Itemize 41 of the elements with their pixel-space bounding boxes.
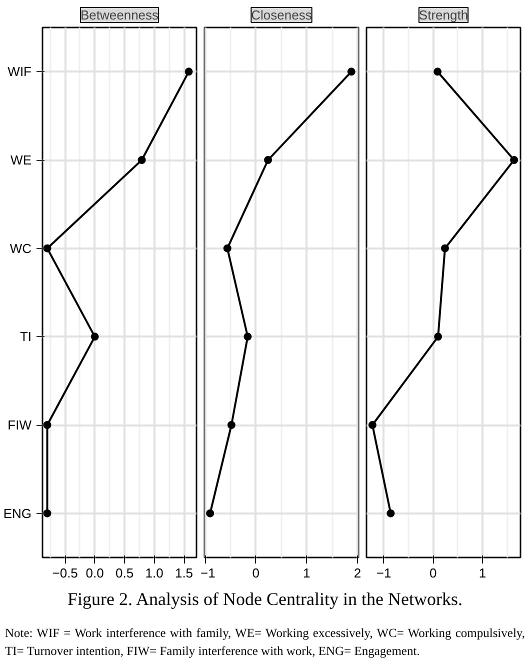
caption: Figure 2. Analysis of Node Centrality in the Networks. <box>68 588 462 611</box>
x-tick-label: 1 <box>478 566 486 580</box>
point <box>434 68 442 76</box>
y-tick-label: ENG <box>3 506 32 521</box>
y-tick-label: WIF <box>8 64 32 80</box>
point <box>347 68 356 76</box>
y-tick-label: WE <box>10 152 32 168</box>
point <box>43 509 52 518</box>
point <box>510 156 518 164</box>
x-tick-label: −1 <box>376 566 392 580</box>
chart-title: Strength <box>418 8 468 22</box>
point <box>227 421 236 429</box>
x-tick-label: 1 <box>303 566 310 580</box>
point <box>90 332 99 341</box>
point <box>184 68 193 76</box>
x-tick-label: 0 <box>430 566 437 580</box>
x-tick-label: −1 <box>200 566 216 580</box>
point <box>434 332 442 341</box>
y-tick-label: FIW <box>8 418 32 432</box>
point <box>264 156 272 164</box>
text: Note: WIF = Work interference with family, WE= Working excessively, WC= Working compulsively, TI= Turnover intention, FIW= Family interference with work, ENG= Engagement. <box>5 624 525 660</box>
x-tick-label: 1.5 <box>174 566 194 580</box>
x-tick-label: 2 <box>354 566 362 580</box>
point <box>43 421 52 429</box>
x-tick-label: 0.5 <box>116 566 134 580</box>
x-tick-label: 1.0 <box>145 566 164 580</box>
chart-title: Closeness <box>251 8 312 22</box>
point <box>368 421 376 429</box>
x-tick-label: 0 <box>252 566 260 580</box>
point <box>386 509 395 518</box>
x-tick-label: −0.5 <box>52 566 78 580</box>
chart-title: Betweenness <box>80 8 160 22</box>
point <box>440 244 449 252</box>
x-tick-label: 0.0 <box>86 566 104 580</box>
point <box>138 156 146 164</box>
y-tick-label: WC <box>10 240 32 256</box>
y-tick-label: TI <box>20 329 32 344</box>
point <box>43 244 52 252</box>
point <box>223 244 232 252</box>
point <box>206 509 214 518</box>
point <box>244 332 252 341</box>
